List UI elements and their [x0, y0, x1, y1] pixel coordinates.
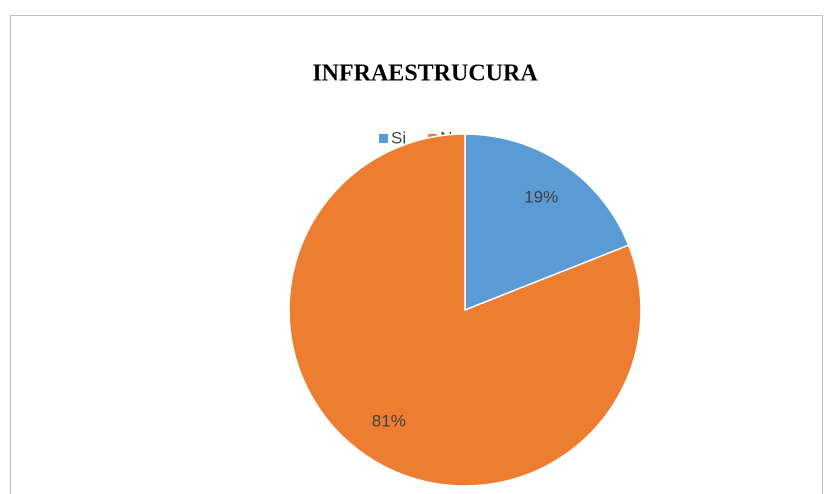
legend-swatch [379, 134, 388, 143]
pie-slice [464, 133, 630, 312]
chart-border [10, 15, 823, 494]
legend-label: Si [391, 128, 406, 147]
data-label: 19% [524, 187, 558, 206]
pie-slice [288, 133, 642, 487]
data-label: 81% [372, 412, 406, 431]
chart-title: INFRAESTRUCURA [312, 61, 538, 87]
